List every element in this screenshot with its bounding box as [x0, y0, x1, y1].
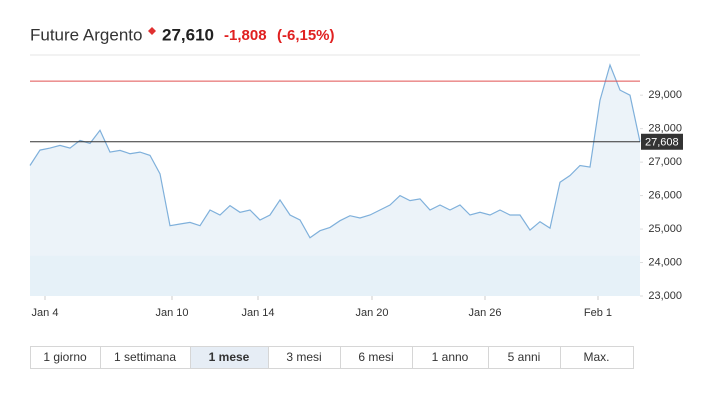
- x-tick-label: Feb 1: [584, 307, 612, 319]
- price: 27,610: [162, 25, 214, 44]
- area: [30, 65, 640, 296]
- range-button-label[interactable]: 1 mese: [209, 350, 250, 364]
- y-tick-label: 28,000: [648, 123, 682, 135]
- range-button-label[interactable]: 6 mesi: [358, 350, 393, 364]
- last-value-box: [641, 133, 683, 150]
- y-tick-label: 26,000: [648, 189, 682, 201]
- x-tick-label: Jan 20: [355, 307, 388, 319]
- range-button-label[interactable]: 1 anno: [432, 350, 469, 364]
- change: -1,808: [224, 27, 267, 44]
- x-tick-label: Jan 26: [468, 307, 501, 319]
- y-tick-label: 25,000: [648, 223, 682, 235]
- range-selector: 1 giorno 1 settimana 1 mese 3 mesi 6 mesi 1 a…: [30, 346, 634, 369]
- range-button-label[interactable]: Max.: [583, 350, 609, 364]
- y-tick-label: 23,000: [648, 290, 682, 302]
- instrument-name: Future Argento: [30, 25, 142, 44]
- price-line: [29, 63, 641, 239]
- x-tick-label: Jan 14: [241, 307, 274, 319]
- range-button-label[interactable]: 1 giorno: [43, 350, 87, 364]
- range-button-label[interactable]: 3 mesi: [286, 350, 321, 364]
- down-icon: [148, 27, 156, 35]
- plot-area: 27,608 23,000 24,000 25,000 26,000 27,000 28,0…: [29, 63, 683, 319]
- y-tick-label: 29,000: [648, 89, 682, 101]
- x-tick-label: Jan 4: [32, 307, 59, 319]
- last-value-label: 27,608: [645, 137, 679, 149]
- y-tick-label: 27,000: [648, 156, 682, 168]
- range-button-label[interactable]: 5 anni: [508, 350, 541, 364]
- y-tick-label: 24,000: [648, 256, 682, 268]
- change-pct: (-6,15%): [277, 27, 335, 44]
- range-button-label[interactable]: 1 settimana: [114, 350, 176, 364]
- x-tick-label: Jan 10: [155, 307, 188, 319]
- range-button[interactable]: [560, 346, 634, 369]
